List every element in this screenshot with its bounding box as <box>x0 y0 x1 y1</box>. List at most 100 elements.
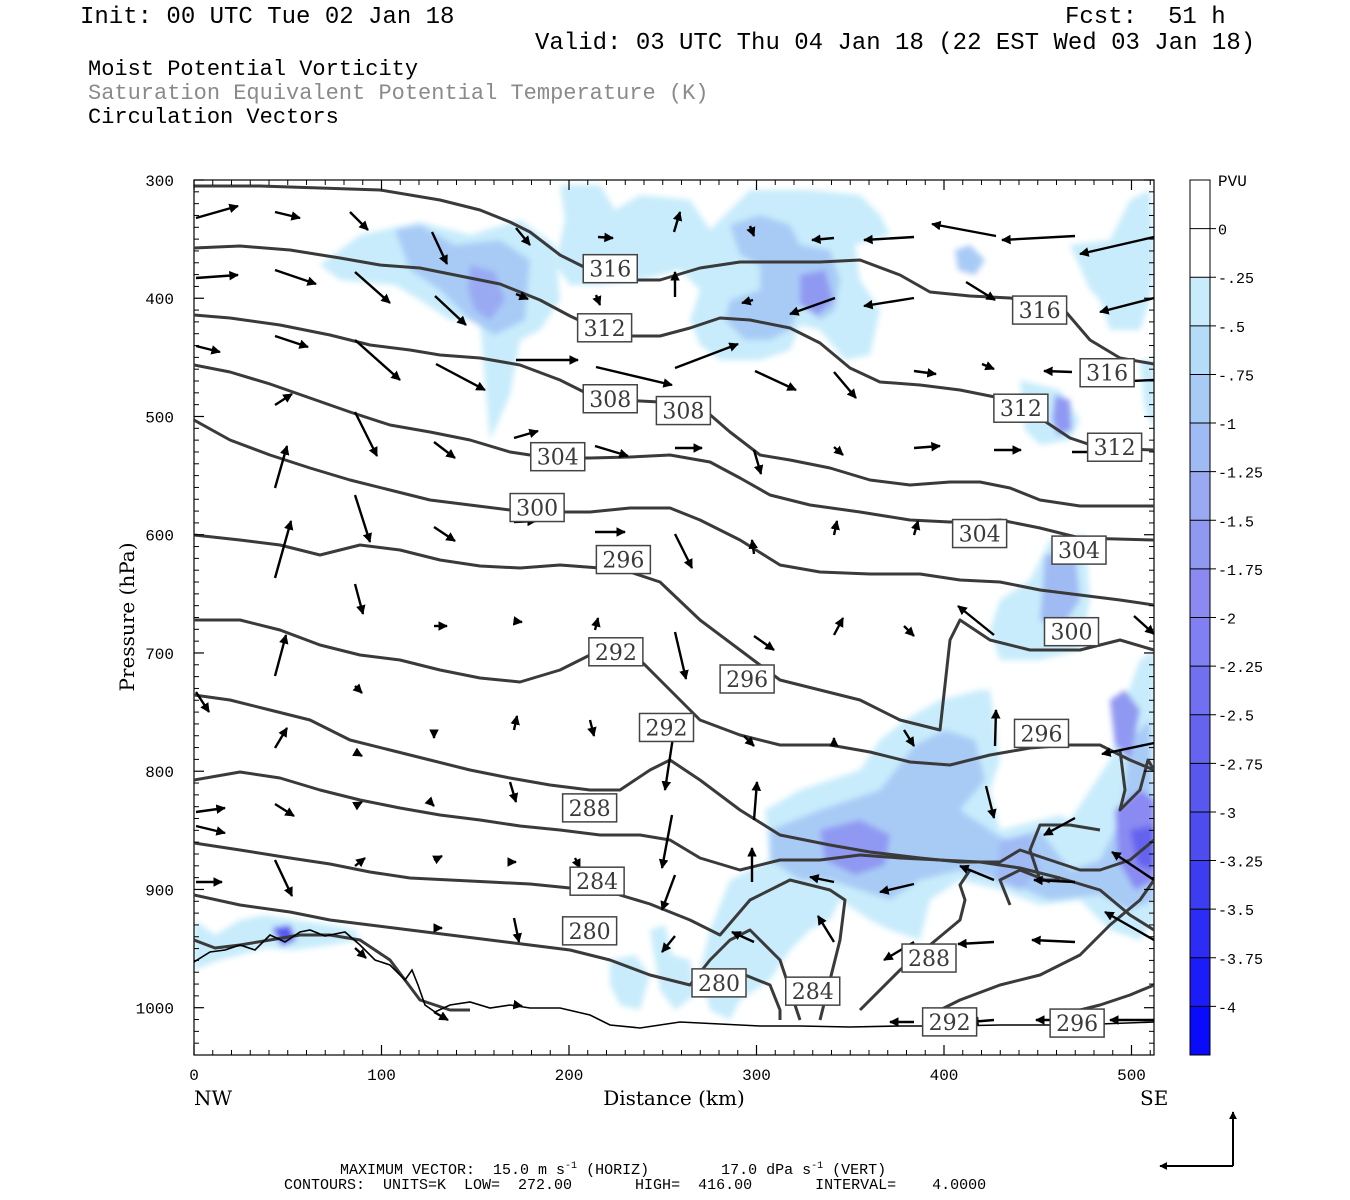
vector <box>512 917 522 943</box>
vector <box>984 785 997 819</box>
legend-line-theta-es: Saturation Equivalent Potential Temperat… <box>88 81 709 106</box>
vector <box>903 625 915 637</box>
vector <box>513 428 539 440</box>
contour-line <box>194 693 1154 872</box>
vector <box>435 362 486 392</box>
y-tick-label: 400 <box>145 291 174 309</box>
vector <box>510 715 520 731</box>
vector <box>274 268 317 286</box>
vector <box>1079 235 1154 257</box>
contour-line <box>194 533 1154 732</box>
colorbar-tick-label: -2 <box>1218 612 1236 629</box>
x-tick-label: 300 <box>742 1067 771 1085</box>
reference-vector <box>1159 1111 1237 1170</box>
footer-exponent: -1 <box>811 1161 824 1172</box>
colorbar-tick-label: -.25 <box>1218 271 1254 288</box>
y-tick-label: 700 <box>145 646 174 664</box>
vector <box>748 539 758 555</box>
vector <box>430 231 449 265</box>
colorbar-swatch <box>1190 277 1210 326</box>
contour-label: 296 <box>719 664 775 694</box>
contour-label-text: 304 <box>1058 539 1100 564</box>
vector <box>274 210 301 221</box>
contour-label: 304 <box>951 518 1008 549</box>
colorbar-tick-label: -1.25 <box>1218 466 1263 483</box>
contour-label: 284 <box>785 976 841 1006</box>
vector <box>194 691 211 713</box>
pv-region-surface-left-core <box>272 925 296 946</box>
colorbar-tick-label: -3.75 <box>1218 952 1263 969</box>
vector <box>959 864 995 882</box>
vector <box>353 411 379 457</box>
vector <box>349 211 369 231</box>
footer-max-vector: MAXIMUM VECTOR: 15.0 m s-1 (HORIZ) 17.0 … <box>340 1158 886 1179</box>
vector <box>957 605 995 636</box>
vector <box>1104 910 1154 942</box>
vector <box>1031 935 1076 946</box>
vector <box>595 365 673 388</box>
vector <box>1001 234 1076 245</box>
terrain-line <box>194 929 1154 1029</box>
vector <box>660 874 677 911</box>
x-tick-label: 200 <box>555 1067 584 1085</box>
vector <box>273 445 290 489</box>
colorbar-swatch <box>1190 617 1210 667</box>
colorbar-tick-label: -3.5 <box>1218 903 1254 920</box>
forecast-hour: 51 h <box>1168 4 1226 31</box>
vector <box>571 857 582 869</box>
vector <box>273 634 289 677</box>
contour-label-text: 312 <box>1094 436 1136 461</box>
contour-label-text: 300 <box>1051 621 1093 646</box>
vector <box>743 735 755 747</box>
forecast-label: Fcst: <box>1065 4 1138 31</box>
pv-region-lower-left-small2 <box>650 925 695 1010</box>
vector <box>1033 875 1076 886</box>
pv-region-lower-core-right-deep <box>1130 825 1154 870</box>
vector <box>931 220 997 238</box>
vector <box>354 271 391 304</box>
colorbar-swatch <box>1190 763 1210 812</box>
colorbar-swatch <box>1190 520 1210 569</box>
contour-label-text: 316 <box>1086 362 1128 387</box>
legend-line-mpv: Moist Potential Vorticity <box>88 57 419 82</box>
vector <box>830 520 840 536</box>
vector <box>354 339 401 381</box>
contour-line <box>194 184 1154 366</box>
contour-label-text: 304 <box>959 523 1001 548</box>
colorbar-swatch <box>1190 909 1210 958</box>
pv-region-lower-core <box>820 820 890 875</box>
colorbar-tick-label: -3.25 <box>1218 855 1263 872</box>
footer-contours: CONTOURS: UNITS=K LOW= 272.00 HIGH= 416.… <box>284 1177 987 1194</box>
contour-label-text: 316 <box>1019 299 1061 324</box>
vector <box>433 526 456 542</box>
vector <box>789 296 836 316</box>
contour-label: 316 <box>1079 357 1135 388</box>
footer-exponent: -1 <box>565 1161 578 1172</box>
contour-label-text: 304 <box>537 446 579 471</box>
contour-label-text: 296 <box>726 668 768 693</box>
footer-part: (VERT) <box>823 1162 887 1179</box>
pv-region-upper-right-core <box>800 270 833 315</box>
legend-line-vectors: Circulation Vectors <box>88 105 339 130</box>
contour-label-text: 296 <box>1056 1012 1098 1037</box>
pv-region-mid-right-plume-core <box>1040 550 1080 630</box>
contour-line <box>194 244 1154 452</box>
vector <box>752 449 764 475</box>
vector <box>1043 366 1073 377</box>
colorbar-tick-label: -2.25 <box>1218 660 1263 677</box>
pv-region-lower-left-small <box>610 955 650 1010</box>
vector <box>352 747 363 758</box>
contour-label: 292 <box>921 1007 978 1037</box>
colorbar-swatch-top <box>1190 180 1210 229</box>
vector <box>274 392 293 407</box>
vector <box>273 727 289 749</box>
contour-label: 304 <box>1051 535 1107 565</box>
contour-label: 300 <box>509 492 565 523</box>
pv-region-surface-left <box>194 915 360 970</box>
contour-line <box>194 618 1154 772</box>
contour-label-text: 292 <box>646 716 688 741</box>
vector <box>981 361 995 371</box>
contour-label: 312 <box>576 313 633 343</box>
contour-label-text: 284 <box>576 870 618 895</box>
vector <box>512 616 523 626</box>
